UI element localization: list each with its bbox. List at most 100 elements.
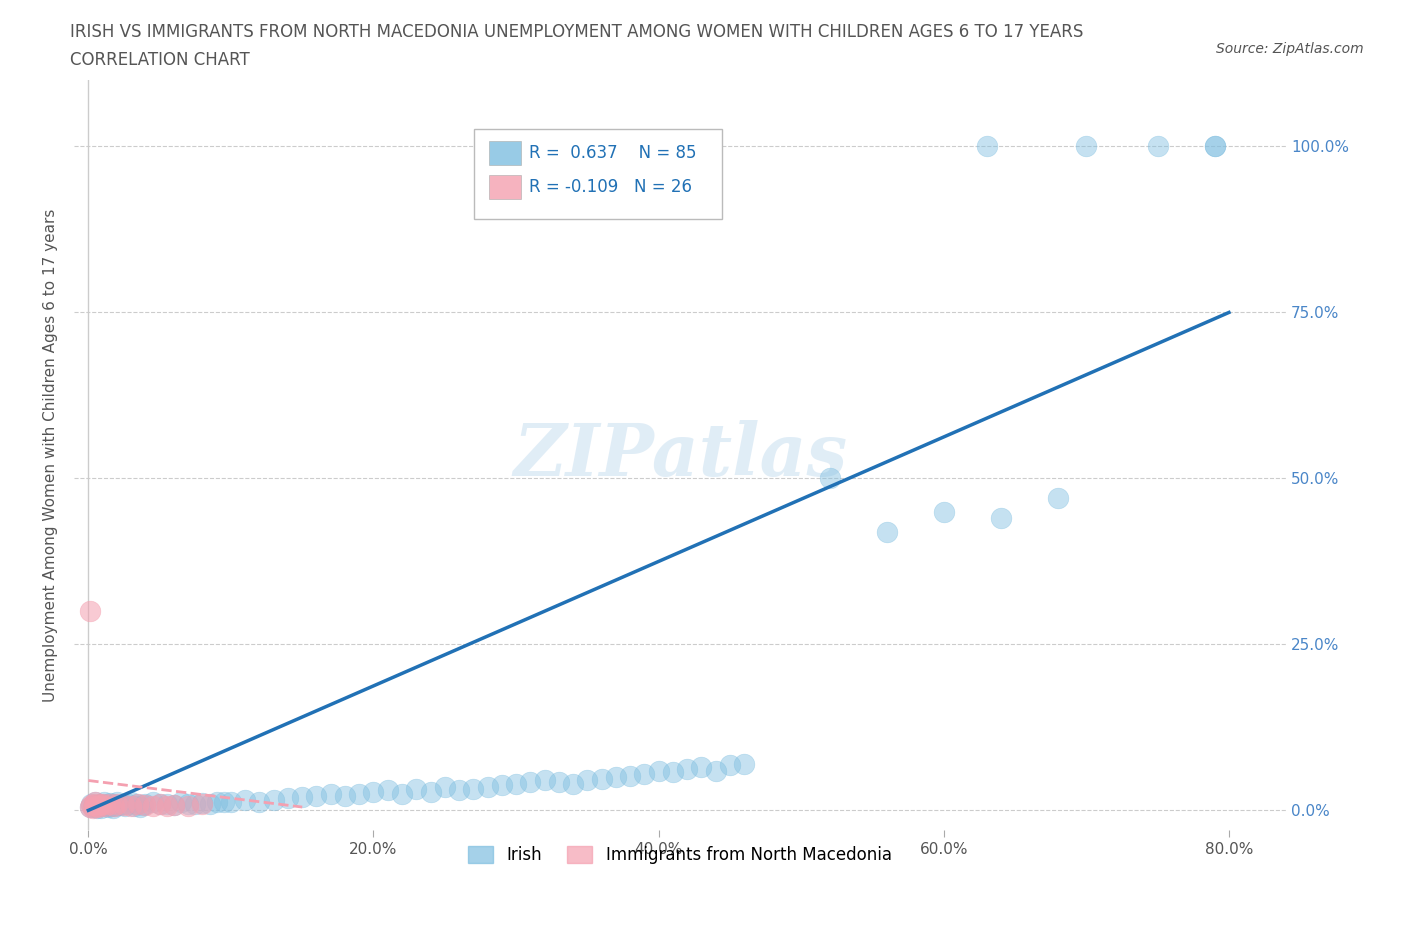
Point xyxy=(79,800,101,815)
FancyBboxPatch shape xyxy=(488,140,522,165)
Text: R =  0.637    N = 85: R = 0.637 N = 85 xyxy=(529,144,696,162)
Point xyxy=(184,797,207,812)
Point xyxy=(149,797,172,812)
Point xyxy=(101,801,124,816)
Point xyxy=(141,799,163,814)
Point xyxy=(463,782,485,797)
Text: Source: ZipAtlas.com: Source: ZipAtlas.com xyxy=(1216,42,1364,56)
Point xyxy=(277,791,299,806)
FancyBboxPatch shape xyxy=(474,129,723,219)
Point xyxy=(108,798,131,813)
Point xyxy=(363,784,385,799)
Point xyxy=(134,798,156,813)
Point xyxy=(96,797,118,812)
Point xyxy=(83,796,105,811)
Point xyxy=(156,798,179,813)
Point xyxy=(170,795,193,810)
Point xyxy=(333,789,356,804)
Point xyxy=(122,798,145,813)
Point xyxy=(491,777,513,792)
Point xyxy=(319,787,342,802)
Point xyxy=(86,798,108,813)
Point xyxy=(90,801,112,816)
Point xyxy=(149,796,172,811)
Point xyxy=(156,796,179,811)
Point xyxy=(93,795,115,810)
Point xyxy=(84,795,107,810)
Point xyxy=(105,795,128,810)
Point xyxy=(533,773,555,788)
Text: CORRELATION CHART: CORRELATION CHART xyxy=(70,51,250,69)
Point xyxy=(505,777,527,791)
Point xyxy=(131,798,153,813)
Point xyxy=(212,795,235,810)
Point xyxy=(433,779,456,794)
Point xyxy=(405,782,427,797)
Point xyxy=(305,789,328,804)
Point xyxy=(163,798,186,813)
Point xyxy=(125,796,148,811)
Point xyxy=(114,799,136,814)
Text: ZIPatlas: ZIPatlas xyxy=(513,419,846,491)
Point xyxy=(103,796,125,811)
Point xyxy=(91,798,114,813)
Point xyxy=(263,793,285,808)
Point xyxy=(576,773,599,788)
Point xyxy=(87,798,110,813)
Point xyxy=(83,798,105,813)
Point xyxy=(233,793,256,808)
Point xyxy=(127,797,149,812)
Point xyxy=(103,799,125,814)
Point xyxy=(112,798,135,813)
Text: IRISH VS IMMIGRANTS FROM NORTH MACEDONIA UNEMPLOYMENT AMONG WOMEN WITH CHILDREN : IRISH VS IMMIGRANTS FROM NORTH MACEDONIA… xyxy=(70,23,1084,41)
Point xyxy=(80,796,103,811)
Point xyxy=(90,798,112,813)
Point xyxy=(120,798,142,813)
Point xyxy=(447,783,470,798)
Point xyxy=(291,790,314,804)
Point xyxy=(219,795,242,810)
Point xyxy=(704,764,727,778)
Point xyxy=(349,787,371,802)
Text: R = -0.109   N = 26: R = -0.109 N = 26 xyxy=(529,179,692,196)
Point xyxy=(633,766,655,781)
Point xyxy=(177,796,200,811)
Point xyxy=(976,140,998,154)
Point xyxy=(990,511,1012,525)
Point xyxy=(84,795,107,810)
Point xyxy=(100,798,122,813)
Point xyxy=(82,801,104,816)
Point xyxy=(619,768,641,783)
Point xyxy=(932,504,955,519)
Point xyxy=(562,777,585,791)
Point xyxy=(547,775,569,790)
Point xyxy=(87,800,110,815)
Point xyxy=(94,799,117,814)
Point xyxy=(391,787,413,802)
Point xyxy=(198,796,221,811)
Point xyxy=(205,794,228,809)
Point xyxy=(1204,140,1226,154)
Point xyxy=(191,796,214,811)
Point xyxy=(104,799,127,814)
Point xyxy=(477,779,499,794)
Point xyxy=(733,756,755,771)
Point xyxy=(377,783,399,798)
Point xyxy=(80,798,103,813)
Point xyxy=(605,770,627,785)
Point xyxy=(79,800,101,815)
Point xyxy=(647,764,669,778)
Point xyxy=(163,798,186,813)
Point xyxy=(676,762,699,777)
Point xyxy=(1204,140,1226,154)
Point xyxy=(690,760,713,775)
Point xyxy=(876,525,898,539)
Point xyxy=(662,764,685,779)
Point xyxy=(519,775,541,790)
Point xyxy=(86,801,108,816)
Point xyxy=(818,471,841,485)
Point xyxy=(97,800,120,815)
Y-axis label: Unemployment Among Women with Children Ages 6 to 17 years: Unemployment Among Women with Children A… xyxy=(44,208,58,702)
Point xyxy=(141,795,163,810)
Point xyxy=(105,796,128,811)
